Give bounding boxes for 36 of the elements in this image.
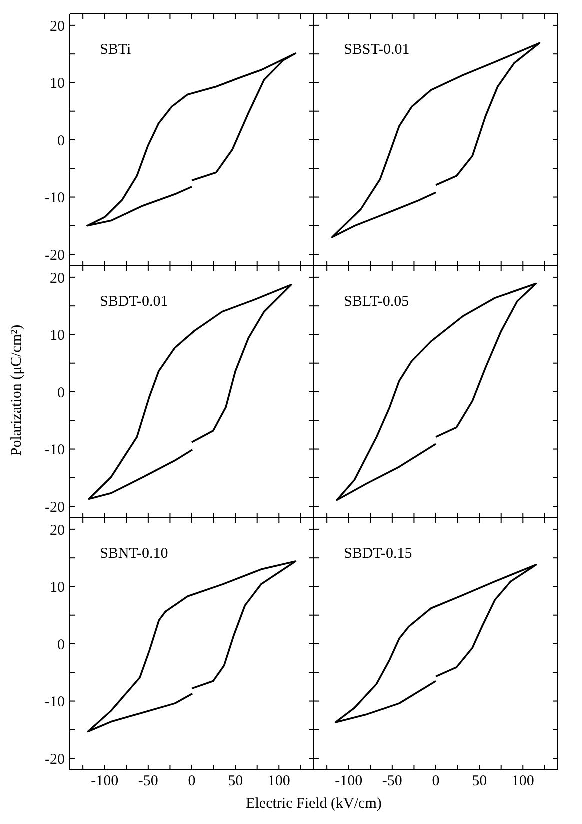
y-axis-title: Polarization (μC/cm²): [10, 324, 26, 456]
y-tick-label: -20: [45, 752, 65, 768]
y-tick-label: -20: [45, 500, 65, 516]
y-tick-label: 0: [58, 637, 65, 654]
y-tick-label: -10: [45, 190, 65, 207]
y-tick-label: 10: [50, 328, 65, 344]
x-tick-label: -100: [91, 774, 119, 790]
x-tick-label: -50: [382, 774, 402, 790]
y-tick-label: 20: [50, 18, 65, 35]
text: SBST-0.01: [344, 42, 410, 59]
x-tick-label: 100: [512, 774, 534, 790]
x-tick-label: 50: [228, 774, 244, 790]
line-series: [87, 560, 297, 733]
text: SBDT-0.01: [100, 294, 168, 311]
x-tick-label: 0: [188, 774, 196, 790]
y-tick-label: -10: [45, 442, 65, 459]
y-tick-label: 10: [50, 76, 65, 92]
x-axis-title: Electric Field (kV/cm): [245, 796, 383, 813]
x-tick-label: 0: [432, 774, 440, 790]
y-tick-label: 20: [50, 522, 65, 539]
x-tick-label: 100: [268, 774, 290, 790]
text: SBLT-0.05: [344, 294, 410, 311]
y-tick-label: 10: [50, 580, 65, 596]
y-tick-label: -10: [45, 694, 65, 711]
y-tick-label: 0: [58, 133, 65, 150]
y-tick-label: 0: [58, 385, 65, 402]
y-tick-label: 20: [50, 270, 65, 287]
x-tick-label: -50: [138, 774, 158, 790]
text: SBTi: [100, 42, 132, 59]
x-tick-label: -100: [335, 774, 363, 790]
line-series: [86, 52, 297, 227]
line-series: [88, 284, 292, 500]
text: SBDT-0.15: [344, 546, 412, 563]
y-tick-label: -20: [45, 248, 65, 264]
text: SBNT-0.10: [100, 546, 168, 563]
x-tick-label: 50: [472, 774, 488, 790]
